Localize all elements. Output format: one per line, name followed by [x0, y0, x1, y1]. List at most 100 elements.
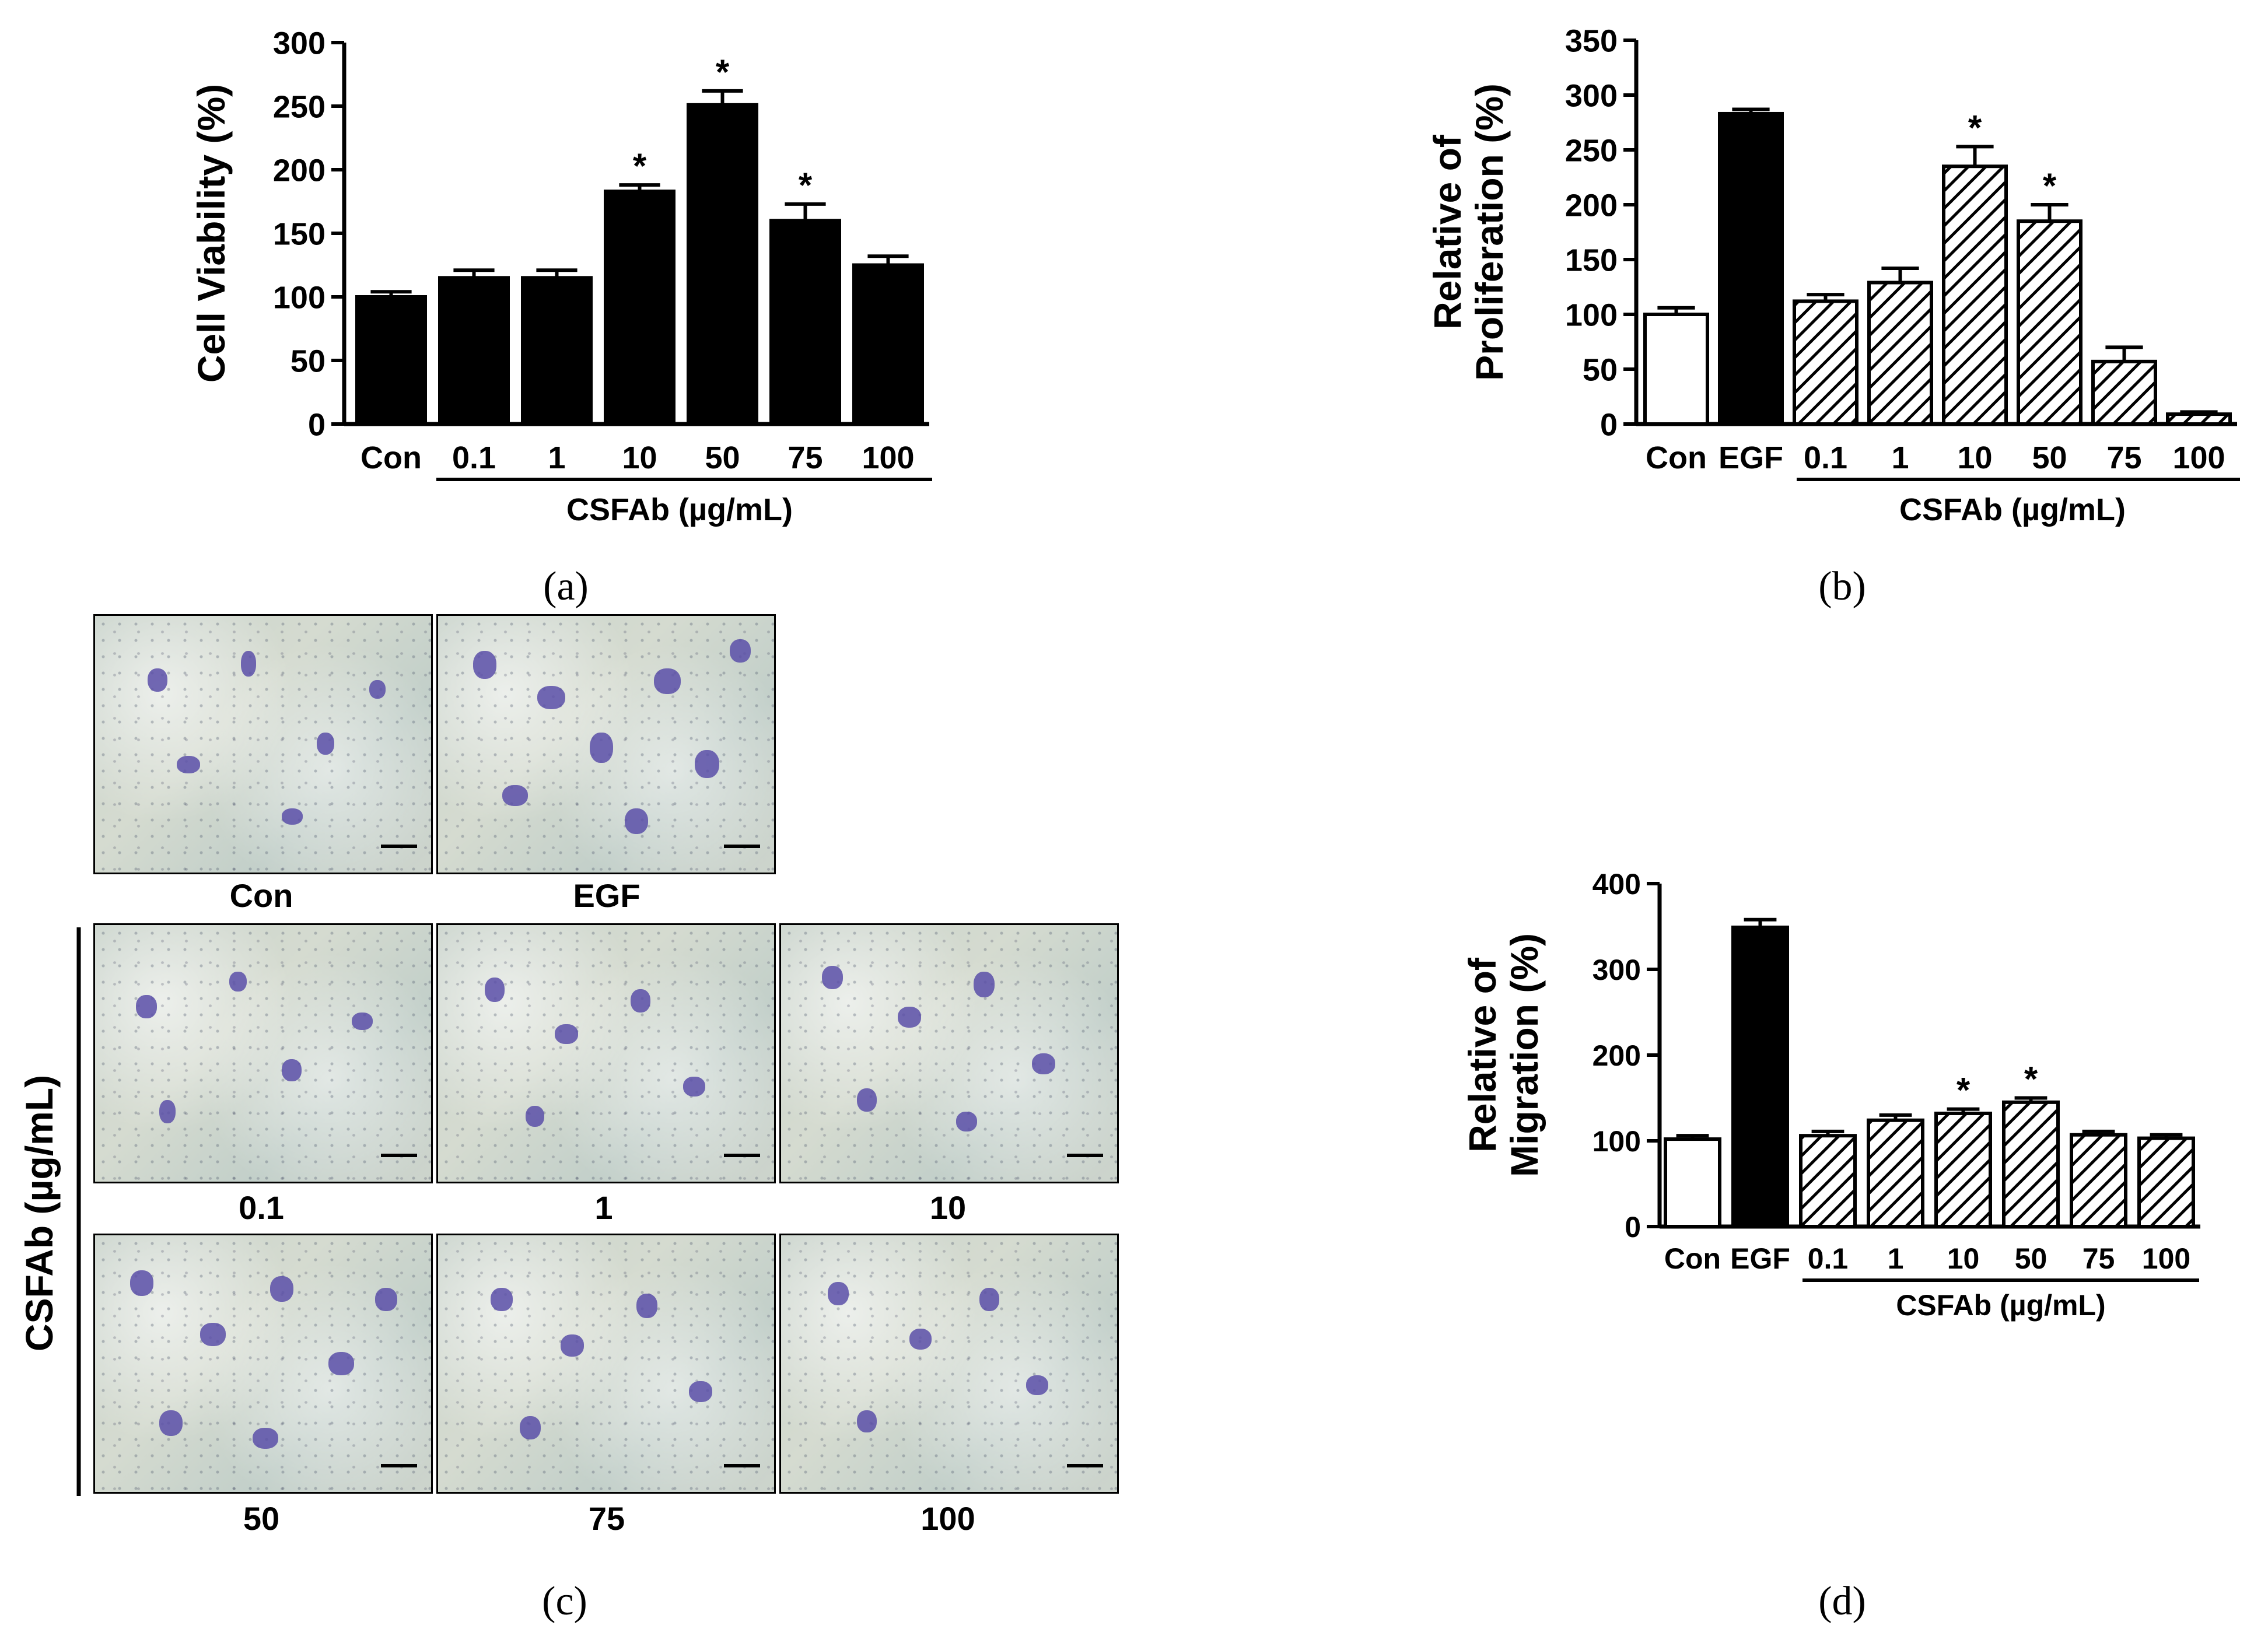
x-tick-label: 75	[788, 440, 822, 475]
x-tick-label: Con	[360, 440, 422, 475]
bar-0-1	[438, 276, 510, 426]
bar-100	[2166, 412, 2232, 426]
bar-50	[2002, 1100, 2060, 1228]
bar-100	[852, 263, 924, 426]
y-tick-label: 300	[273, 26, 326, 61]
x-tick-label: 50	[705, 440, 740, 475]
micro-label-75: 75	[589, 1500, 625, 1537]
y-tick-label: 100	[1565, 297, 1618, 332]
y-tick-label: 0	[1625, 1211, 1641, 1243]
bar-1	[521, 276, 593, 426]
x-tick-label: 100	[862, 440, 914, 475]
caption-c: (c)	[542, 1579, 587, 1624]
caption-b: (b)	[1818, 564, 1866, 609]
x-tick-label: Con	[1664, 1242, 1721, 1275]
bar-egf	[1731, 925, 1789, 1228]
x-tick-label: 0.1	[1808, 1242, 1849, 1275]
bar-1	[1867, 1118, 1924, 1228]
significance-marker: *	[799, 166, 813, 205]
bar-75	[2070, 1133, 2127, 1228]
panel-c-group-label: CSFAb (µg/mL)	[18, 1075, 61, 1351]
y-tick-label: 0	[308, 407, 326, 442]
bar-50	[2017, 219, 2082, 426]
micro-label-100: 100	[921, 1500, 975, 1537]
x-tick-label: 100	[2172, 440, 2225, 475]
micro-label-con: Con	[230, 877, 293, 914]
bar-0-1	[1793, 299, 1859, 426]
bar-10	[1934, 1111, 1992, 1228]
x-tick-label: Con	[1646, 440, 1707, 475]
group-label: CSFAb (µg/mL)	[566, 492, 793, 527]
y-tick-label: 300	[1592, 954, 1641, 986]
bar-con	[1643, 313, 1709, 426]
micro-label-egf: EGF	[573, 877, 640, 914]
caption-a: (a)	[543, 564, 589, 609]
x-tick-label: 10	[1947, 1242, 1980, 1275]
panel-c-labels: Con EGF 0.1 1 10 50 75 100 CSFAb (µg/mL)	[18, 877, 975, 1537]
bar-10	[1942, 164, 2008, 426]
bar-75	[2091, 359, 2157, 426]
caption-d: (d)	[1818, 1579, 1866, 1624]
y-axis-label: Relative of	[1426, 134, 1469, 330]
bar-con	[355, 295, 427, 426]
y-tick-label: 50	[290, 344, 326, 379]
y-tick-label: 50	[1583, 352, 1618, 387]
y-tick-label: 100	[1592, 1125, 1641, 1158]
x-tick-label: 50	[2032, 440, 2067, 475]
micrograph-50	[93, 1234, 433, 1494]
bar-1	[1867, 281, 1933, 426]
x-tick-label: 10	[1957, 440, 1992, 475]
micro-label-0-1: 0.1	[239, 1189, 284, 1226]
y-axis-label: Migration (%)	[1503, 933, 1546, 1177]
micrograph-egf	[436, 614, 776, 874]
significance-marker: *	[1957, 1071, 1971, 1110]
micrograph-0-1	[93, 923, 433, 1183]
x-tick-label: 10	[622, 440, 657, 475]
x-tick-label: 1	[1888, 1242, 1904, 1275]
bar-egf	[1718, 111, 1784, 426]
x-tick-label: 50	[2015, 1242, 2048, 1275]
y-tick-label: 0	[1600, 407, 1618, 442]
y-tick-label: 400	[1592, 868, 1641, 901]
y-tick-label: 250	[273, 89, 326, 124]
y-tick-label: 200	[1565, 188, 1618, 223]
bar-50	[687, 103, 758, 426]
y-tick-label: 150	[1565, 243, 1618, 278]
y-tick-label: 150	[273, 216, 326, 251]
bar-100	[2137, 1136, 2195, 1228]
micrograph-10	[779, 923, 1119, 1183]
x-tick-label: 75	[2106, 440, 2141, 475]
y-tick-label: 300	[1565, 78, 1618, 113]
significance-marker: *	[2043, 166, 2057, 205]
x-tick-label: 0.1	[1804, 440, 1847, 475]
y-tick-label: 100	[273, 280, 326, 315]
micrograph-1	[436, 923, 776, 1183]
x-tick-label: 75	[2082, 1242, 2115, 1275]
micro-label-50: 50	[243, 1500, 279, 1537]
y-tick-label: 350	[1565, 23, 1618, 58]
x-tick-label: 1	[548, 440, 565, 475]
x-tick-label: 100	[2142, 1242, 2190, 1275]
micrograph-75	[436, 1234, 776, 1494]
bar-10	[604, 190, 676, 426]
bar-0-1	[1799, 1134, 1857, 1229]
bar-con	[1664, 1137, 1721, 1229]
significance-marker: *	[633, 146, 647, 185]
y-tick-label: 250	[1565, 133, 1618, 168]
y-tick-label: 200	[273, 153, 326, 188]
x-tick-label: EGF	[1718, 440, 1783, 475]
micrograph-100	[779, 1234, 1119, 1494]
y-axis-label: Proliferation (%)	[1468, 83, 1511, 381]
x-tick-label: 1	[1891, 440, 1909, 475]
bar-75	[769, 219, 841, 426]
group-label: CSFAb (µg/mL)	[1896, 1289, 2105, 1322]
y-axis-label: Relative of	[1461, 957, 1504, 1152]
micrograph-con	[93, 614, 433, 874]
micro-label-1: 1	[594, 1189, 612, 1226]
micro-label-10: 10	[930, 1189, 966, 1226]
significance-marker: *	[2024, 1060, 2038, 1099]
